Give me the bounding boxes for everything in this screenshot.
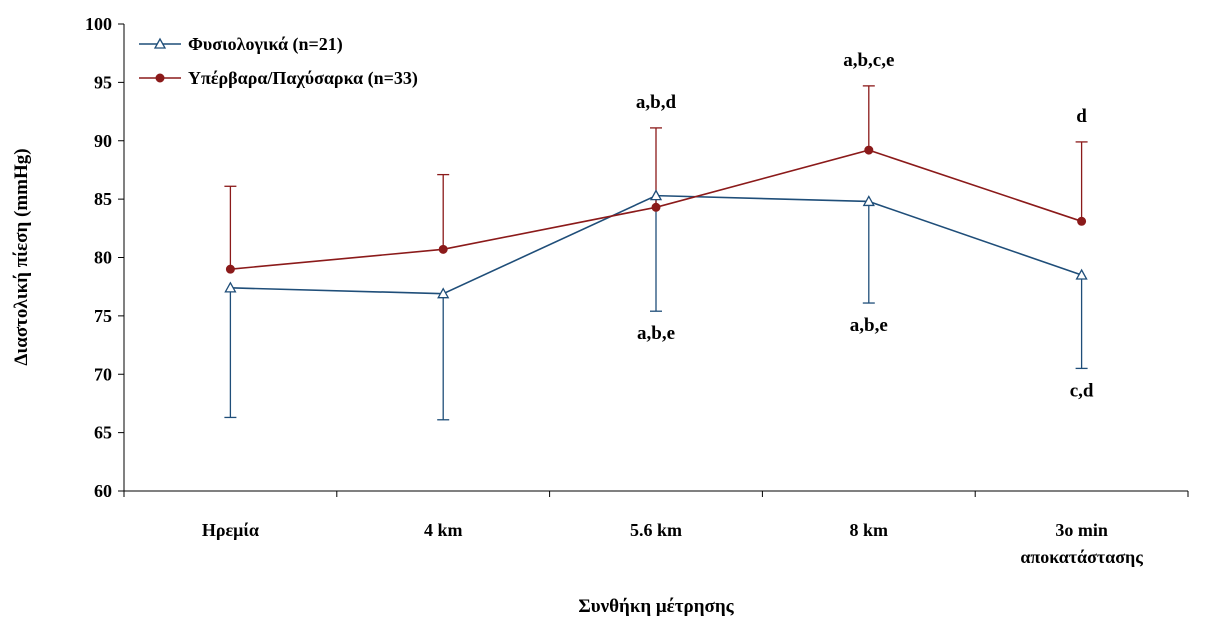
y-tick-label: 80	[94, 248, 112, 268]
data-point-triangle	[1075, 268, 1088, 280]
error-bars	[224, 85, 1088, 421]
x-axis-label: Συνθήκη μέτρησης	[578, 596, 734, 617]
axes: 60 65 70 75 80 85 90 95 100 Ηρεμία 4 km 5.6 km 8 km 3…	[85, 14, 1189, 567]
significance-label: a,b,e	[637, 323, 675, 344]
data-point-triangle	[862, 195, 875, 207]
legend-marker-circle	[155, 73, 165, 83]
y-axis-label: Διαστολική πίεση (mmHg)	[11, 148, 32, 365]
data-point-circle	[1077, 216, 1087, 226]
series-markers	[224, 145, 1088, 299]
y-tick-label: 100	[85, 14, 112, 34]
data-point-triangle	[437, 287, 450, 299]
y-tick-label: 60	[94, 481, 112, 501]
y-tick-label: 70	[94, 364, 112, 384]
x-tick-label: 4 km	[424, 520, 463, 540]
data-point-circle	[225, 264, 235, 274]
y-tick-label: 95	[94, 72, 112, 92]
x-tick-label: 8 km	[850, 520, 889, 540]
x-tick-label: 3o min αποκατάστασης	[1020, 520, 1143, 567]
y-tick-label: 75	[94, 306, 112, 326]
data-point-circle	[651, 202, 661, 212]
x-tick-label: 5.6 km	[630, 520, 682, 540]
significance-label: a,b,c,e	[843, 50, 894, 71]
significance-label: a,b,d	[636, 92, 677, 113]
legend-label: Υπέρβαρα/Παχύσαρκα (n=33)	[188, 68, 418, 89]
data-point-circle	[864, 145, 874, 155]
legend-label: Φυσιολογικά (n=21)	[188, 34, 343, 55]
data-point-triangle	[224, 281, 237, 293]
legend: Φυσιολογικά (n=21) Υπέρβαρα/Παχύσαρκα (n=…	[139, 34, 418, 89]
x-tick-label: Ηρεμία	[202, 520, 259, 540]
significance-label: c,d	[1070, 380, 1094, 401]
data-point-circle	[438, 244, 448, 254]
significance-label: a,b,e	[850, 315, 888, 336]
data-point-triangle	[649, 189, 663, 201]
y-tick-label: 65	[94, 423, 112, 443]
y-tick-label: 85	[94, 189, 112, 209]
significance-label: d	[1076, 106, 1087, 127]
legend-marker-triangle	[153, 37, 167, 49]
y-tick-label: 90	[94, 131, 112, 151]
significance-annotations: a,b,e a,b,e c,d a,b,d a,b,c,e d	[636, 50, 1094, 402]
